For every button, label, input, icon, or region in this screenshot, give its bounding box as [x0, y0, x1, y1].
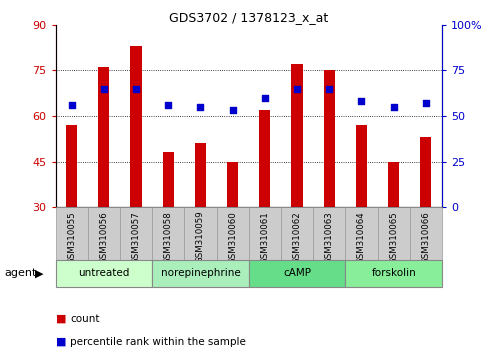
Text: GSM310062: GSM310062: [293, 211, 301, 264]
Bar: [249, 260, 345, 287]
Text: GSM310060: GSM310060: [228, 211, 237, 264]
Bar: [185, 207, 216, 260]
Point: [68, 102, 75, 108]
Text: norepinephrine: norepinephrine: [160, 268, 241, 279]
Text: GSM310056: GSM310056: [99, 211, 108, 264]
Text: GSM310061: GSM310061: [260, 211, 270, 264]
Text: ■: ■: [56, 337, 66, 347]
Text: agent: agent: [5, 268, 37, 279]
Bar: [227, 161, 238, 207]
Bar: [88, 207, 120, 260]
Point: [357, 98, 365, 104]
Bar: [98, 67, 110, 207]
Bar: [66, 125, 77, 207]
Point: [326, 86, 333, 91]
Text: count: count: [70, 314, 99, 324]
Text: untreated: untreated: [78, 268, 129, 279]
Title: GDS3702 / 1378123_x_at: GDS3702 / 1378123_x_at: [169, 11, 328, 24]
Point: [261, 95, 269, 101]
Point: [132, 86, 140, 91]
Bar: [378, 207, 410, 260]
Text: GSM310063: GSM310063: [325, 211, 334, 264]
Bar: [56, 207, 88, 260]
Bar: [420, 137, 431, 207]
Bar: [356, 125, 367, 207]
Point: [293, 86, 301, 91]
Bar: [120, 207, 152, 260]
Bar: [56, 260, 152, 287]
Bar: [195, 143, 206, 207]
Point: [229, 108, 237, 113]
Bar: [324, 70, 335, 207]
Text: GSM310064: GSM310064: [357, 211, 366, 264]
Text: GSM310055: GSM310055: [67, 211, 76, 264]
Text: GSM310057: GSM310057: [131, 211, 141, 264]
Bar: [410, 207, 442, 260]
Bar: [291, 64, 303, 207]
Point: [422, 100, 430, 106]
Bar: [152, 207, 185, 260]
Bar: [281, 207, 313, 260]
Point: [197, 104, 204, 110]
Bar: [163, 153, 174, 207]
Bar: [249, 207, 281, 260]
Text: GSM310066: GSM310066: [421, 211, 430, 264]
Point: [100, 86, 108, 91]
Bar: [345, 260, 442, 287]
Text: ■: ■: [56, 314, 66, 324]
Text: cAMP: cAMP: [283, 268, 311, 279]
Bar: [259, 110, 270, 207]
Bar: [152, 260, 249, 287]
Bar: [313, 207, 345, 260]
Text: percentile rank within the sample: percentile rank within the sample: [70, 337, 246, 347]
Text: GSM310058: GSM310058: [164, 211, 173, 264]
Bar: [130, 46, 142, 207]
Text: GSM310065: GSM310065: [389, 211, 398, 264]
Bar: [388, 161, 399, 207]
Text: forskolin: forskolin: [371, 268, 416, 279]
Point: [164, 102, 172, 108]
Bar: [345, 207, 378, 260]
Text: GSM310059: GSM310059: [196, 211, 205, 263]
Text: ▶: ▶: [35, 268, 43, 279]
Point: [390, 104, 398, 110]
Bar: [216, 207, 249, 260]
